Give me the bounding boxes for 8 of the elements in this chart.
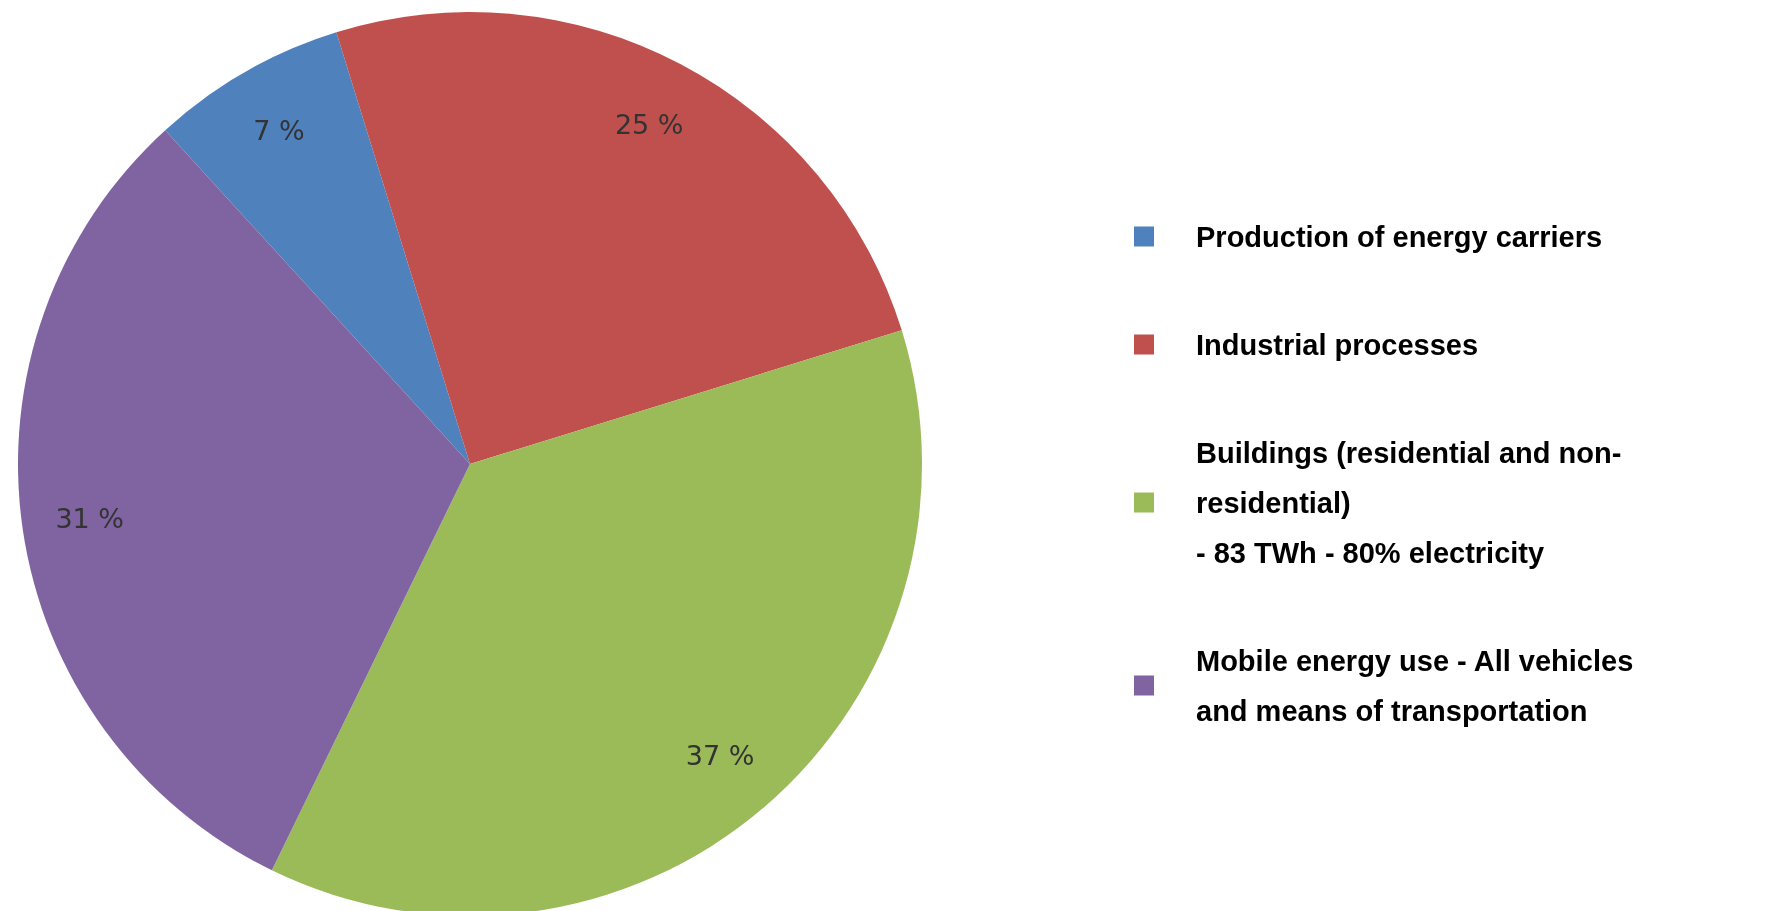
legend-label: Industrial processes bbox=[1196, 328, 1479, 361]
data-label: 31 % bbox=[55, 503, 125, 535]
legend-label: Buildings (residential and non- residential) - 83 TWh - 80% electricity bbox=[1196, 436, 1622, 569]
data-label: 37 % bbox=[685, 740, 755, 772]
legend-label: Mobile energy use - All vehicles and means of transportation bbox=[1196, 644, 1634, 727]
data-label: 7 % bbox=[253, 115, 305, 147]
data-label: 25 % bbox=[614, 108, 684, 140]
legend-label: Production of energy carriers bbox=[1196, 220, 1603, 253]
